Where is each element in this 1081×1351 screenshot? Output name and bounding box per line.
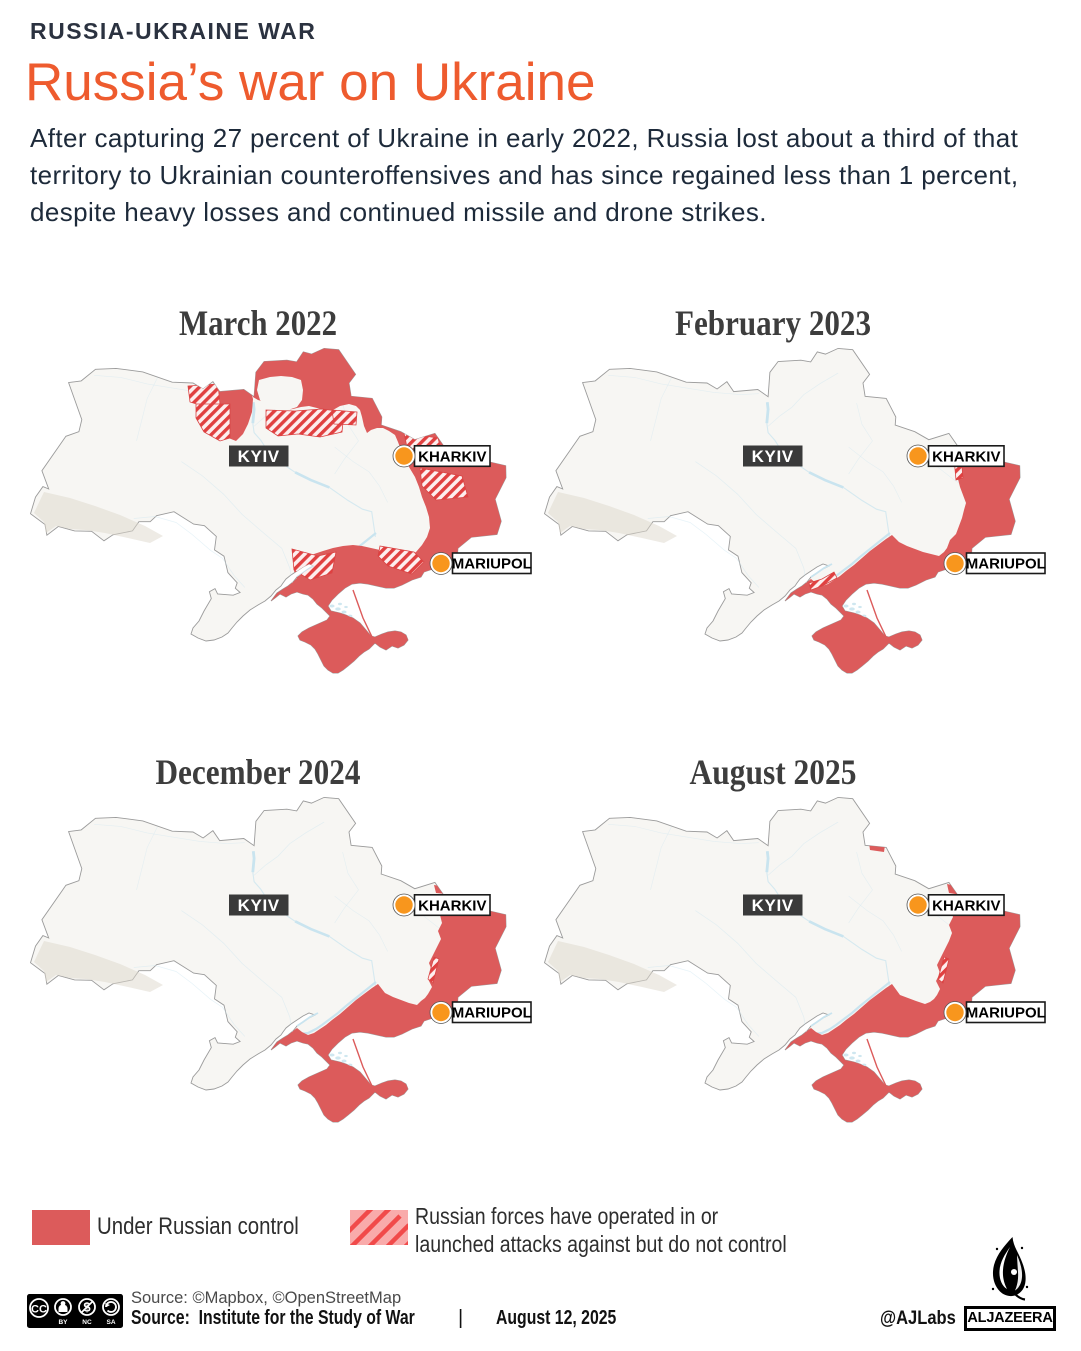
- svg-text:December 2024: December 2024: [156, 752, 361, 792]
- svg-text:NC: NC: [82, 1319, 92, 1326]
- svg-text:March 2022: March 2022: [179, 303, 337, 343]
- svg-text:CC: CC: [31, 1304, 47, 1316]
- svg-text:February 2023: February 2023: [675, 303, 871, 343]
- svg-text:August 2025: August 2025: [690, 752, 857, 792]
- svg-text:BY: BY: [58, 1319, 68, 1326]
- svg-text:SA: SA: [106, 1319, 115, 1326]
